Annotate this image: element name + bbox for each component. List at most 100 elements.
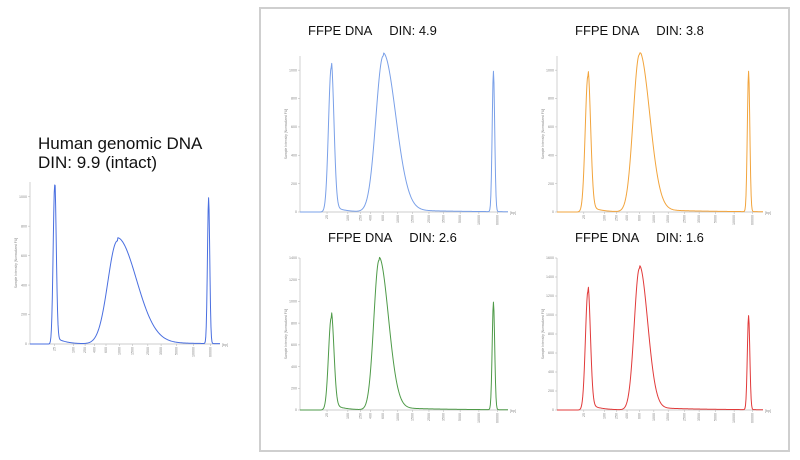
x-tick-label: 25 bbox=[53, 347, 57, 351]
y-tick-label: 1000 bbox=[289, 68, 297, 72]
plot-axes bbox=[299, 56, 508, 213]
x-tick-label: 250 bbox=[358, 215, 362, 221]
ffpe-din38-name: FFPE DNA bbox=[575, 23, 639, 38]
x-tick-label: 10000 bbox=[732, 215, 736, 225]
electropherogram-svg: 0 200 400 600 800 1000 1200 1400 1600 Sample Inte… bbox=[541, 256, 771, 423]
x-tick-label: 1000 bbox=[652, 215, 656, 223]
x-tick-label: 3500 bbox=[442, 215, 446, 223]
y-axis-label: Sample Intensity [Normalized FU] bbox=[541, 309, 545, 360]
y-axis-label: Sample Intensity [Normalized FU] bbox=[284, 109, 288, 160]
y-tick-label: 1400 bbox=[289, 256, 297, 260]
electropherogram-svg: 0 200 400 600 800 1000 1200 1400 Sample Intensit… bbox=[284, 256, 516, 423]
y-tick-label: 200 bbox=[548, 389, 554, 393]
x-axis-label: [bp] bbox=[222, 343, 228, 347]
y-tick-label: 800 bbox=[548, 332, 554, 336]
x-tick-label: 1000 bbox=[396, 215, 400, 223]
y-tick-label: 600 bbox=[548, 125, 554, 129]
x-tick-label: 1000 bbox=[652, 413, 656, 421]
y-tick-label: 800 bbox=[291, 321, 297, 325]
x-tick-label: 1000 bbox=[117, 347, 121, 355]
electropherogram-svg: 0 200 400 600 800 1000 Sample Intensity [Norma… bbox=[14, 182, 228, 357]
x-tick-label: 1500 bbox=[410, 413, 414, 421]
ffpe-din26-title: FFPE DNA DIN: 2.6 bbox=[328, 230, 457, 245]
x-tick-label: 2500 bbox=[683, 413, 687, 421]
x-tick-label: 1500 bbox=[666, 413, 670, 421]
ffpe-din49-din: DIN: 4.9 bbox=[389, 23, 437, 38]
x-tick-label: 400 bbox=[625, 215, 629, 221]
signal-trace-line bbox=[557, 265, 763, 411]
x-axis-label: [bp] bbox=[510, 409, 516, 413]
x-tick-label: 60000 bbox=[751, 413, 755, 423]
ffpe-din38-din: DIN: 3.8 bbox=[656, 23, 704, 38]
plot-axes bbox=[299, 258, 508, 411]
x-tick-label: 10000 bbox=[732, 413, 736, 423]
x-tick-label: 2500 bbox=[427, 413, 431, 421]
ffpe-din38-title: FFPE DNA DIN: 3.8 bbox=[575, 23, 704, 38]
y-tick-label: 400 bbox=[548, 370, 554, 374]
x-tick-label: 2500 bbox=[146, 347, 150, 355]
y-tick-label: 600 bbox=[291, 343, 297, 347]
x-tick-label: 100 bbox=[602, 413, 606, 419]
x-tick-label: 400 bbox=[93, 347, 97, 353]
intact-title-line2: DIN: 9.9 (intact) bbox=[38, 153, 158, 172]
y-tick-label: 1000 bbox=[19, 195, 27, 199]
x-tick-label: 2500 bbox=[427, 215, 431, 223]
x-tick-label: 2500 bbox=[683, 215, 687, 223]
x-tick-label: 100 bbox=[72, 347, 76, 353]
y-tick-label: 400 bbox=[21, 283, 27, 287]
y-tick-label: 1000 bbox=[289, 300, 297, 304]
ffpe-din26-name: FFPE DNA bbox=[328, 230, 392, 245]
ffpe-din49-title: FFPE DNA DIN: 4.9 bbox=[308, 23, 437, 38]
y-tick-label: 400 bbox=[548, 153, 554, 157]
x-tick-label: 10000 bbox=[477, 215, 481, 225]
y-tick-label: 600 bbox=[291, 125, 297, 129]
x-tick-label: 3500 bbox=[442, 413, 446, 421]
y-tick-label: 1600 bbox=[546, 256, 554, 260]
y-tick-label: 0 bbox=[552, 408, 554, 412]
y-tick-label: 800 bbox=[21, 224, 27, 228]
y-tick-label: 200 bbox=[291, 182, 297, 186]
x-tick-label: 600 bbox=[381, 413, 385, 419]
x-tick-label: 25 bbox=[325, 413, 329, 417]
x-axis-label: [bp] bbox=[765, 409, 771, 413]
x-tick-label: 100 bbox=[602, 215, 606, 221]
y-tick-label: 1000 bbox=[546, 68, 554, 72]
x-tick-label: 5000 bbox=[458, 413, 462, 421]
x-tick-label: 1000 bbox=[396, 413, 400, 421]
electropherogram-svg: 0 200 400 600 800 1000 Sample Intensity [Norma… bbox=[284, 52, 516, 225]
x-axis-label: [bp] bbox=[765, 211, 771, 215]
intact-title-line1: Human genomic DNA bbox=[38, 134, 203, 153]
x-tick-label: 60000 bbox=[496, 413, 500, 423]
x-tick-label: 5000 bbox=[174, 347, 178, 355]
x-axis-label: [bp] bbox=[510, 211, 516, 215]
x-tick-label: 400 bbox=[625, 413, 629, 419]
x-tick-label: 600 bbox=[637, 215, 641, 221]
x-tick-label: 25 bbox=[582, 215, 586, 219]
y-tick-label: 0 bbox=[295, 210, 297, 214]
x-tick-label: 600 bbox=[104, 347, 108, 353]
x-tick-label: 3500 bbox=[159, 347, 163, 355]
x-tick-label: 5000 bbox=[714, 215, 718, 223]
x-tick-label: 60000 bbox=[209, 347, 213, 357]
ffpe-din16-title: FFPE DNA DIN: 1.6 bbox=[575, 230, 704, 245]
x-tick-label: 600 bbox=[637, 413, 641, 419]
plot-axes bbox=[29, 182, 220, 345]
y-tick-label: 0 bbox=[552, 210, 554, 214]
signal-trace-line bbox=[557, 52, 764, 213]
y-axis-label: Sample Intensity [Normalized FU] bbox=[541, 109, 545, 160]
x-tick-label: 600 bbox=[381, 215, 385, 221]
intact-chart-title: Human genomic DNA DIN: 9.9 (intact) bbox=[38, 134, 202, 172]
x-tick-label: 25 bbox=[582, 413, 586, 417]
x-tick-label: 250 bbox=[358, 413, 362, 419]
y-tick-label: 600 bbox=[21, 254, 27, 258]
y-tick-label: 0 bbox=[295, 408, 297, 412]
y-tick-label: 1000 bbox=[546, 313, 554, 317]
y-tick-label: 400 bbox=[291, 365, 297, 369]
y-tick-label: 400 bbox=[291, 153, 297, 157]
x-tick-label: 1500 bbox=[131, 347, 135, 355]
ffpe-din16-trace: 0 200 400 600 800 1000 1200 1400 1600 Sample Inte… bbox=[535, 252, 773, 426]
y-tick-label: 600 bbox=[548, 351, 554, 355]
x-tick-label: 3500 bbox=[697, 413, 701, 421]
x-tick-label: 400 bbox=[369, 215, 373, 221]
signal-trace-line bbox=[29, 184, 221, 345]
